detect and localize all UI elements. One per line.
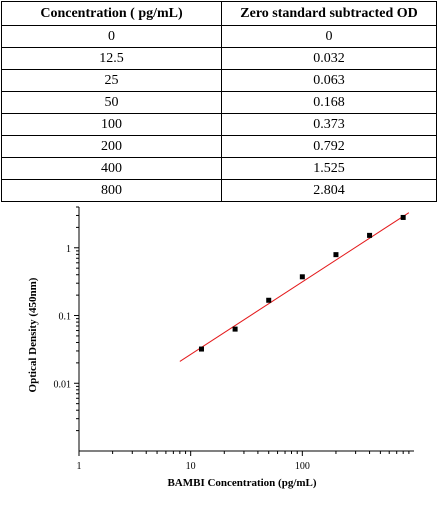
table-row: 100 0.373	[1, 113, 437, 136]
data-point	[232, 326, 238, 332]
y-axis-label: Optical Density (450nm)	[27, 277, 39, 392]
data-point	[266, 297, 272, 303]
data-point	[367, 232, 373, 238]
data-point	[198, 346, 204, 352]
table-row: 200 0.792	[1, 135, 437, 158]
y-tick-label: 0.1	[59, 312, 72, 323]
cell-od: 0.063	[221, 69, 437, 92]
cell-concentration: 0	[1, 25, 222, 48]
table-row: 25 0.063	[1, 69, 437, 92]
cell-concentration: 50	[1, 91, 222, 114]
cell-od: 1.525	[221, 157, 437, 180]
table-header-row: Concentration ( pg/mL) Zero standard sub…	[1, 1, 437, 26]
standard-curve-table: Concentration ( pg/mL) Zero standard sub…	[1, 1, 437, 202]
standard-curve-chart: 1 10 100 0.01 0.1 1 BAMBI Concentration (pg/m…	[27, 206, 414, 489]
fit-line	[179, 212, 410, 362]
x-tick-label: 1	[77, 461, 82, 472]
chart-ticks: 1 10 100 0.01 0.1 1	[54, 206, 410, 472]
cell-concentration: 12.5	[1, 47, 222, 70]
cell-concentration: 25	[1, 69, 222, 92]
header-od: Zero standard subtracted OD	[221, 1, 437, 26]
cell-od: 2.804	[221, 179, 437, 202]
cell-od: 0.792	[221, 135, 437, 158]
header-concentration: Concentration ( pg/mL)	[1, 1, 222, 26]
table-row: 400 1.525	[1, 157, 437, 180]
cell-od: 0.032	[221, 47, 437, 70]
y-tick-label: 0.01	[54, 379, 72, 390]
data-point	[299, 274, 305, 280]
cell-concentration: 800	[1, 179, 222, 202]
table-row: 50 0.168	[1, 91, 437, 114]
chart-axes	[78, 207, 414, 452]
data-points-group	[198, 214, 406, 352]
table-row: 12.5 0.032	[1, 47, 437, 70]
table-row: 0 0	[1, 25, 437, 48]
cell-od: 0	[221, 25, 437, 48]
cell-concentration: 100	[1, 113, 222, 136]
x-tick-label: 100	[295, 461, 310, 472]
y-tick-label: 1	[66, 244, 71, 255]
cell-od: 0.373	[221, 113, 437, 136]
cell-concentration: 400	[1, 157, 222, 180]
x-axis-label: BAMBI Concentration (pg/mL)	[167, 477, 316, 489]
fit-line-group	[179, 212, 410, 362]
cell-od: 0.168	[221, 91, 437, 114]
x-tick-label: 10	[186, 461, 196, 472]
data-point	[333, 252, 339, 258]
data-point	[400, 214, 406, 220]
table-row: 800 2.804	[1, 179, 437, 202]
cell-concentration: 200	[1, 135, 222, 158]
